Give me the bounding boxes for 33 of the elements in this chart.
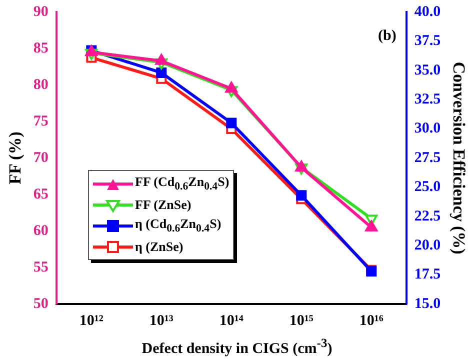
- legend-label: η (Cd$_{0.6}$Zn$_{0.4}$S): [135, 216, 222, 235]
- y-tick-label: 55: [33, 259, 48, 276]
- y-tick-label: 65: [33, 186, 48, 202]
- y2-tick-label: 35.0: [414, 62, 441, 78]
- y-axis-title: FF (%): [6, 132, 25, 184]
- legend-label: η (ZnSe): [135, 238, 184, 254]
- legend-label: FF (Cd$_{0.6}$Zn$_{0.4}$S): [135, 174, 230, 193]
- y2-tick-label: 27.5: [414, 150, 441, 166]
- y-tick-label: 85: [33, 40, 48, 56]
- y2-tick-label: 25.0: [414, 179, 441, 196]
- y-tick-label: 90: [33, 4, 48, 20]
- y2-tick-label: 32.5: [414, 91, 441, 108]
- x-axis-title: Defect density in CIGS (cm$^{-3}$): [140, 336, 334, 358]
- y-tick-label: 80: [33, 76, 48, 93]
- legend-label: FF (ZnSe): [135, 196, 192, 212]
- y-tick-label: 70: [33, 150, 48, 166]
- y-tick-label: 75: [33, 113, 48, 130]
- y2-axis-title: Conversion Efficiency (%): [449, 62, 468, 254]
- y2-tick-label: 20.0: [414, 237, 441, 254]
- y2-tick-label: 37.5: [414, 33, 441, 50]
- y2-tick-label: 30.0: [414, 120, 441, 137]
- y2-tick-label: 40.0: [414, 4, 441, 20]
- y2-tick-label: 22.5: [414, 208, 441, 224]
- x-tick-label: 10¹⁶: [359, 312, 384, 329]
- x-tick-label: 10¹²: [79, 312, 104, 329]
- y2-tick-label: 17.5: [414, 266, 441, 283]
- x-tick-label: 10¹³: [149, 312, 174, 329]
- y-tick-label: 50: [33, 296, 48, 312]
- x-tick-label: 10¹⁴: [219, 312, 244, 329]
- y2-tick-label: 15.0: [414, 296, 441, 312]
- annotation: (b): [378, 28, 396, 44]
- y-tick-label: 60: [33, 222, 48, 239]
- x-tick-label: 10¹⁵: [289, 312, 314, 329]
